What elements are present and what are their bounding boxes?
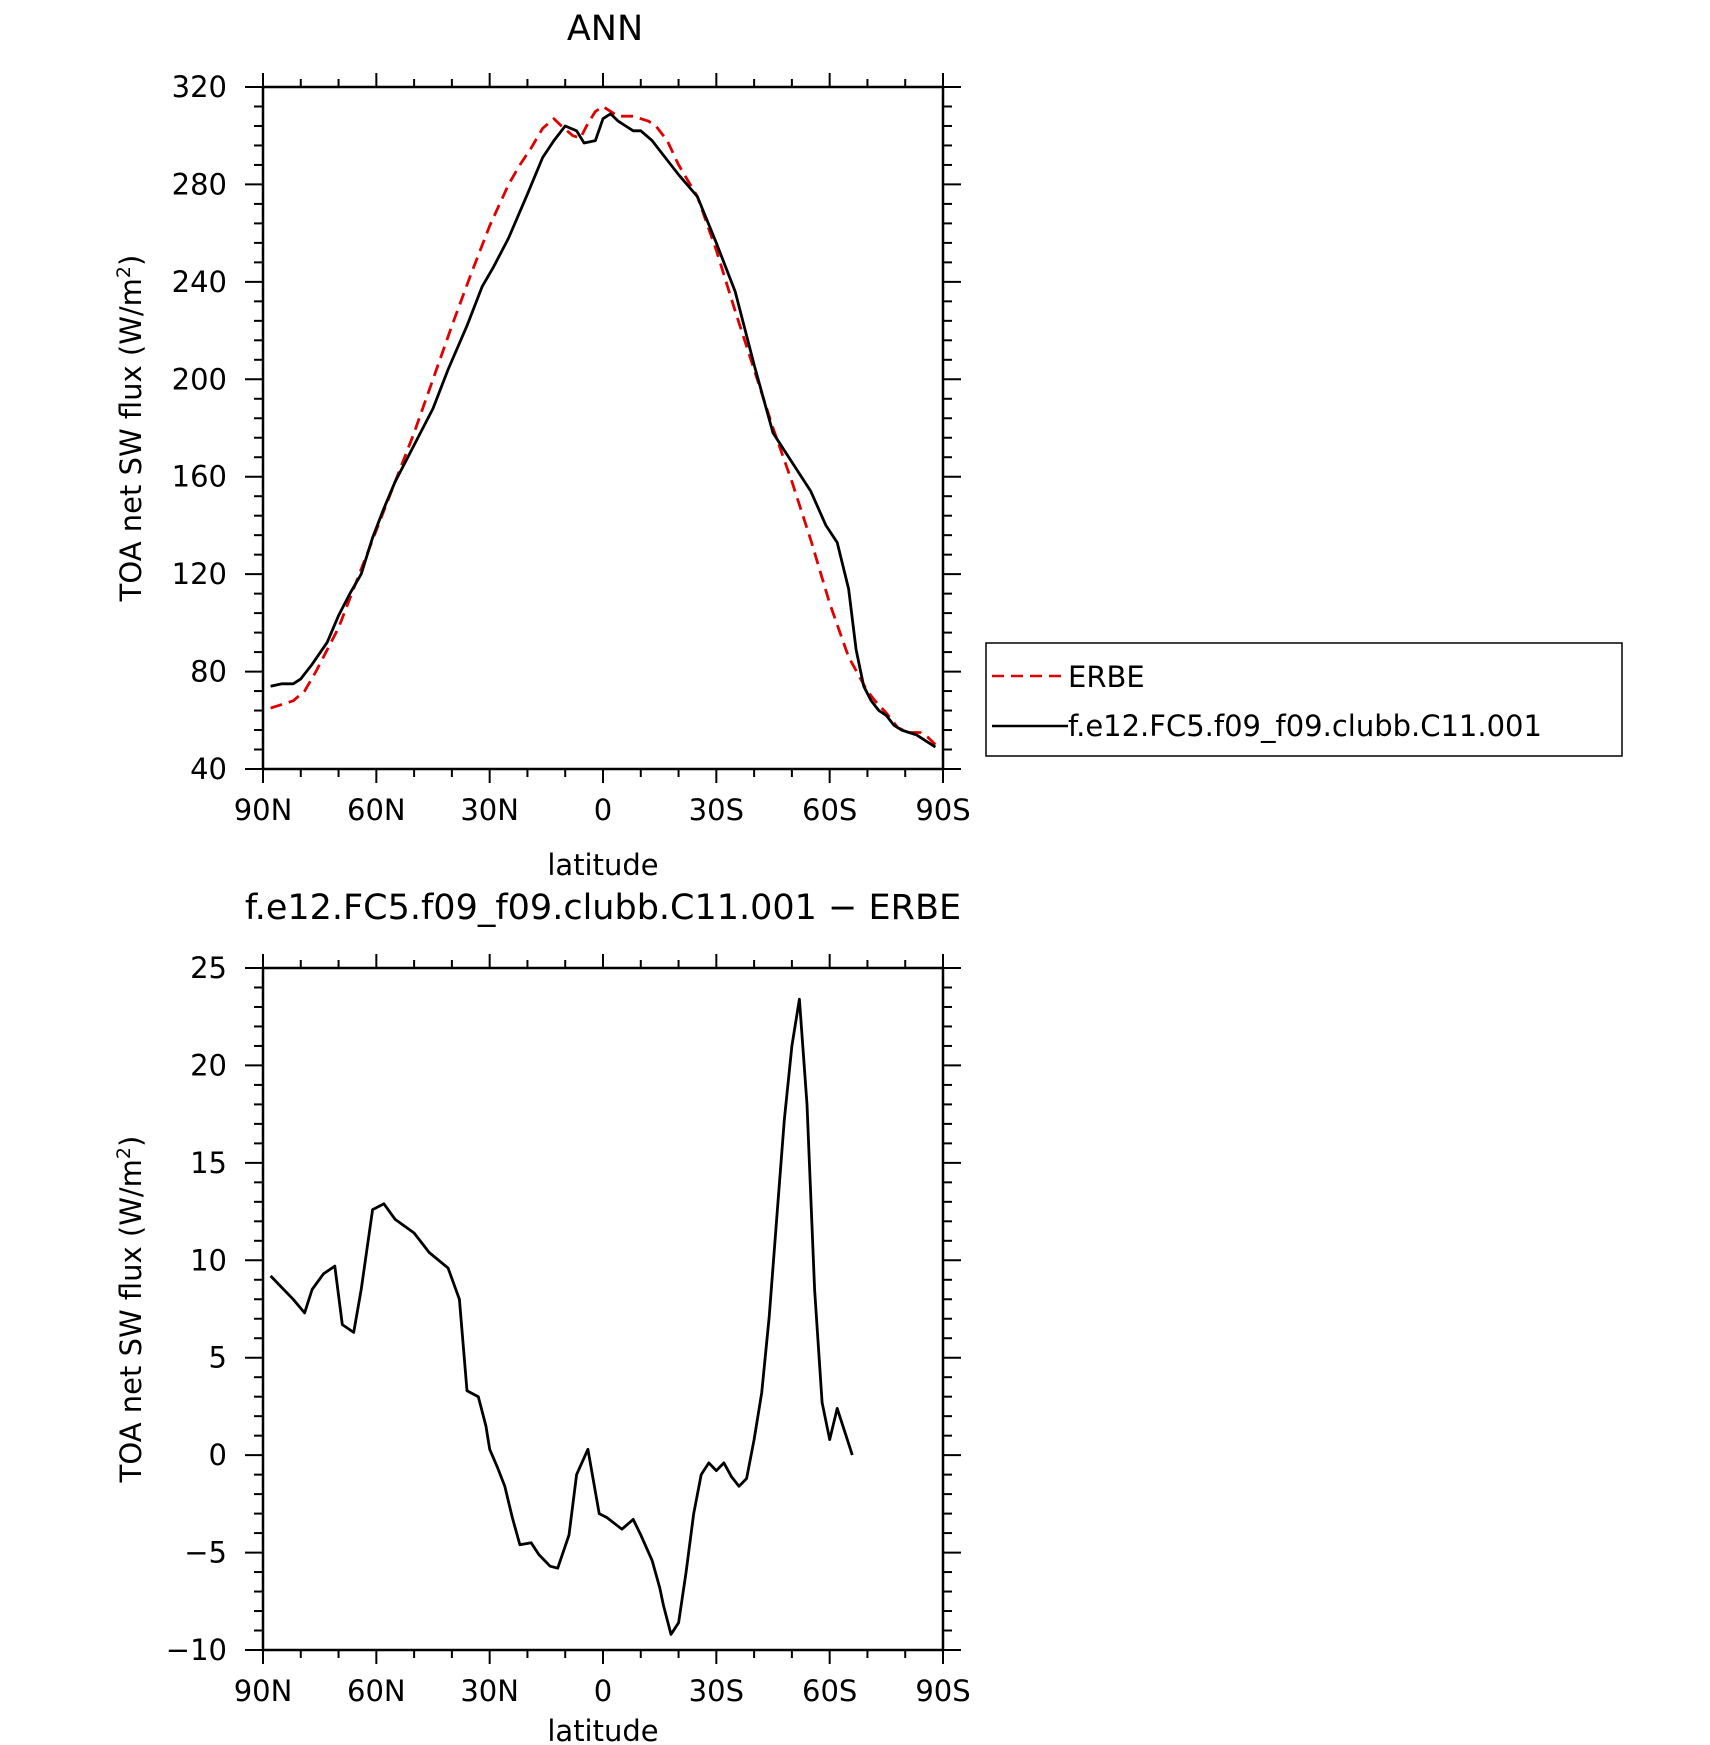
- chart-title: f.e12.FC5.f09_f09.clubb.C11.001 − ERBE: [245, 888, 961, 928]
- y-tick-label: 240: [172, 265, 227, 299]
- x-axis: 90N 60N 30N 0 30S 60S 90S: [234, 954, 971, 1708]
- y-axis-label-superscript: 2: [113, 266, 135, 278]
- y-axis: 40 80 120 160 200 240 280 320: [172, 70, 961, 786]
- y-tick-label: 320: [172, 70, 227, 104]
- y-tick-label: 25: [190, 951, 227, 985]
- x-axis-label: latitude: [547, 1714, 658, 1745]
- series-line-1: [270, 112, 937, 749]
- x-tick-label: 30S: [689, 1674, 744, 1708]
- chart-top-panel: ANN 90N 60N 30N 0 30S 60S 90S 4080120160200240…: [113, 9, 1623, 882]
- chart-bottom-panel: f.e12.FC5.f09_f09.clubb.C11.001 − ERBE 9…: [113, 888, 971, 1745]
- y-tick-label: 5: [209, 1341, 227, 1375]
- legend: ERBE f.e12.FC5.f09_f09.clubb.C11.001: [985, 642, 1623, 757]
- plot-frame: [261, 85, 945, 771]
- y-axis: −10 −5 0 5 10 15 20 25: [166, 951, 961, 1667]
- x-tick-label: 30N: [460, 1674, 519, 1708]
- y-axis-label-close: ): [114, 1136, 148, 1147]
- plot-lines: [269, 997, 854, 1636]
- x-tick-label: 30N: [460, 793, 519, 827]
- x-tick-label: 90N: [234, 793, 293, 827]
- y-tick-label: 160: [172, 460, 227, 494]
- x-tick-label: 60S: [802, 1674, 857, 1708]
- y-tick-label: 280: [172, 167, 227, 201]
- series-line-0: [270, 105, 937, 746]
- y-tick-label: −5: [184, 1536, 227, 1570]
- plot-lines: [270, 105, 937, 749]
- x-tick-label: 90N: [234, 1674, 293, 1708]
- x-axis-label: latitude: [547, 848, 658, 882]
- y-axis-label-superscript: 2: [113, 1147, 135, 1159]
- y-axis-label-close: ): [114, 255, 148, 266]
- legend-label-model: f.e12.FC5.f09_f09.clubb.C11.001: [1068, 709, 1542, 743]
- x-tick-label: 60S: [802, 793, 857, 827]
- series-line-0: [269, 997, 854, 1636]
- x-axis: 90N 60N 30N 0 30S 60S 90S: [234, 73, 971, 827]
- chart-title: ANN: [567, 9, 643, 49]
- y-tick-label: 80: [190, 655, 227, 689]
- legend-box: [985, 642, 1623, 757]
- y-axis-label: TOA net SW flux (W/m2): [113, 255, 148, 603]
- y-tick-label: 200: [172, 362, 227, 396]
- y-tick-label: 0: [209, 1438, 227, 1472]
- y-tick-label: 15: [190, 1146, 227, 1180]
- y-tick-label: −10: [166, 1633, 227, 1667]
- y-tick-label: 20: [190, 1048, 227, 1082]
- x-tick-label: 0: [594, 793, 612, 827]
- y-tick-label: 40: [190, 752, 227, 786]
- x-tick-label: 60N: [347, 1674, 406, 1708]
- y-axis-label-main: TOA net SW flux (W/m: [114, 1159, 148, 1483]
- y-tick-label: 120: [172, 557, 227, 591]
- x-tick-label: 90S: [915, 1674, 970, 1708]
- x-tick-label: 90S: [915, 793, 970, 827]
- y-axis-label: TOA net SW flux (W/m2): [113, 1136, 148, 1484]
- x-tick-label: 30S: [689, 793, 744, 827]
- y-tick-label: 10: [190, 1243, 227, 1277]
- x-tick-label: 0: [594, 1674, 612, 1708]
- y-axis-label-main: TOA net SW flux (W/m: [114, 278, 148, 602]
- plot-frame: [261, 966, 945, 1652]
- legend-label-erbe: ERBE: [1068, 660, 1145, 694]
- x-tick-label: 60N: [347, 793, 406, 827]
